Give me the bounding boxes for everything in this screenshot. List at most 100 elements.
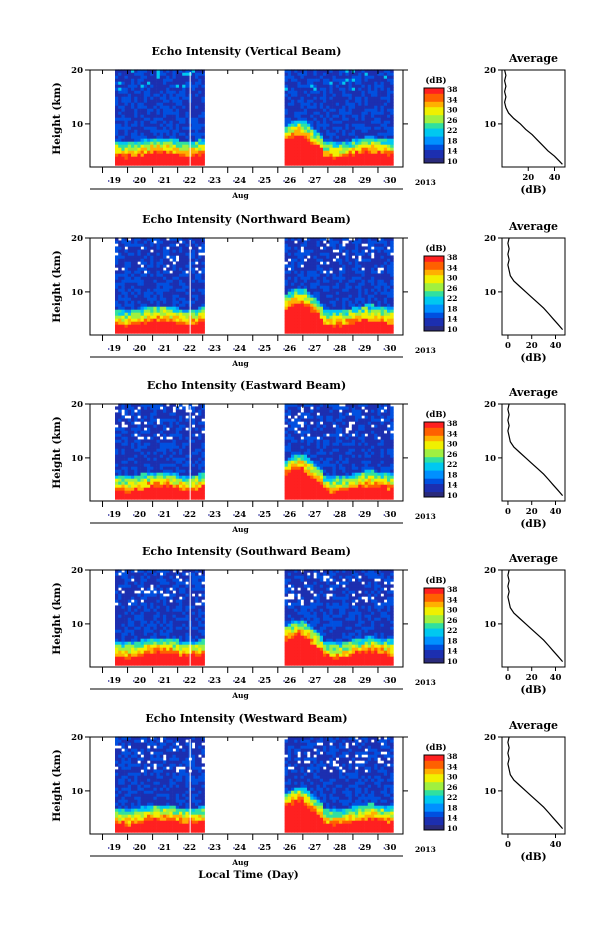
heatmap-cell (351, 150, 356, 154)
heatmap-cell (339, 129, 343, 133)
heatmap-cell (374, 129, 378, 133)
heatmap-cell (121, 105, 125, 109)
heatmap-cell (159, 123, 164, 127)
heatmap-cell (364, 126, 369, 130)
heatmap-cell (367, 243, 372, 247)
heatmap-cell (137, 312, 141, 316)
heatmap-cell (150, 108, 154, 112)
heatmap-cell (195, 156, 199, 160)
heatmap-cell (134, 309, 138, 313)
heatmap-cell (287, 138, 292, 142)
heatmap-cell (323, 162, 327, 166)
heatmap-cell (364, 309, 369, 313)
heatmap-cell (303, 81, 308, 85)
heatmap-cell (377, 102, 381, 106)
colorbar-segment (424, 325, 444, 329)
heatmap-cell (383, 288, 388, 292)
heatmap-cell (195, 300, 199, 304)
heatmap-cell (364, 150, 369, 154)
heatmap-cell (163, 472, 167, 476)
heatmap-cell (121, 93, 125, 97)
heatmap-cell (115, 282, 119, 286)
heatmap-cell (143, 309, 148, 313)
heatmap-cell (134, 490, 138, 494)
heatmap-cell (191, 306, 196, 310)
heatmap-cell (377, 321, 381, 325)
heatmap-cell (198, 120, 202, 124)
heatmap-cell (361, 111, 365, 115)
heatmap-cell (124, 72, 129, 76)
heatmap-cell (118, 252, 122, 256)
x-day-label: 19 (109, 344, 121, 354)
heatmap-cell (351, 288, 356, 292)
heatmap-cell (191, 418, 196, 422)
heatmap-cell (143, 132, 148, 136)
heatmap-cell (191, 421, 196, 425)
heatmap-cell (291, 264, 295, 268)
heatmap-cell (163, 427, 167, 431)
heatmap-cell (361, 237, 365, 241)
heatmap-cell (313, 117, 317, 121)
heatmap-cell (127, 487, 132, 491)
heatmap-cell (291, 114, 295, 118)
heatmap-cell (185, 126, 189, 130)
heatmap-cell (185, 147, 189, 151)
heatmap-cell (166, 273, 170, 277)
heatmap-cell (294, 306, 298, 310)
heatmap-cell (201, 255, 205, 259)
heatmap-cell (198, 138, 202, 142)
heatmap-cell (182, 123, 186, 127)
heatmap-cell (387, 159, 391, 163)
heatmap-cell (191, 439, 196, 443)
heatmap-cell (294, 135, 298, 139)
heatmap-cell (156, 303, 161, 307)
heatmap-cell (131, 427, 135, 431)
heatmap-cell (159, 315, 164, 319)
heatmap-cell (339, 120, 343, 124)
heatmap-cell (319, 237, 324, 241)
heatmap-cell (335, 135, 340, 139)
heatmap-cell (191, 270, 196, 274)
heatmap-cell (323, 135, 327, 139)
heatmap-cell (326, 279, 330, 283)
heatmap-cell (131, 108, 135, 112)
heatmap-cell (390, 261, 394, 265)
heatmap-cell (159, 300, 164, 304)
heatmap-cell (351, 330, 356, 334)
heatmap-cell (156, 255, 161, 259)
heatmap-cell (348, 282, 353, 286)
heatmap-cell (118, 267, 122, 271)
heatmap-cell (166, 493, 170, 497)
heatmap-cell (342, 114, 346, 118)
heatmap-cell (118, 255, 122, 259)
heatmap-cell (140, 475, 145, 479)
heatmap-cell (169, 81, 173, 85)
heatmap-cell (127, 69, 132, 73)
heatmap-cell (156, 249, 161, 253)
heatmap-cell (287, 162, 292, 166)
heatmap-cell (291, 282, 295, 286)
heatmap-cell (387, 279, 391, 283)
heatmap-cell (355, 153, 359, 157)
heatmap-cell (150, 99, 154, 103)
profile-x-tick-label: 40 (550, 341, 562, 351)
heatmap-cell (182, 321, 186, 325)
heatmap-cell (323, 72, 327, 76)
heatmap-cell (323, 117, 327, 121)
heatmap-cell (198, 439, 202, 443)
heatmap-cell (348, 141, 353, 145)
heatmap-cell (182, 327, 186, 331)
heatmap-cell (348, 69, 353, 73)
heatmap-cell (351, 285, 356, 289)
heatmap-cell (163, 90, 167, 94)
heatmap-cell (380, 306, 385, 310)
heatmap-cell (156, 117, 161, 121)
heatmap-cell (319, 99, 324, 103)
colorbar-segment (424, 264, 444, 268)
heatmap-cell (323, 288, 327, 292)
heatmap-cell (367, 159, 372, 163)
heatmap-cell (124, 403, 129, 407)
heatmap-cell (127, 457, 132, 461)
heatmap-cell (387, 240, 391, 244)
heatmap-cell (191, 303, 196, 307)
